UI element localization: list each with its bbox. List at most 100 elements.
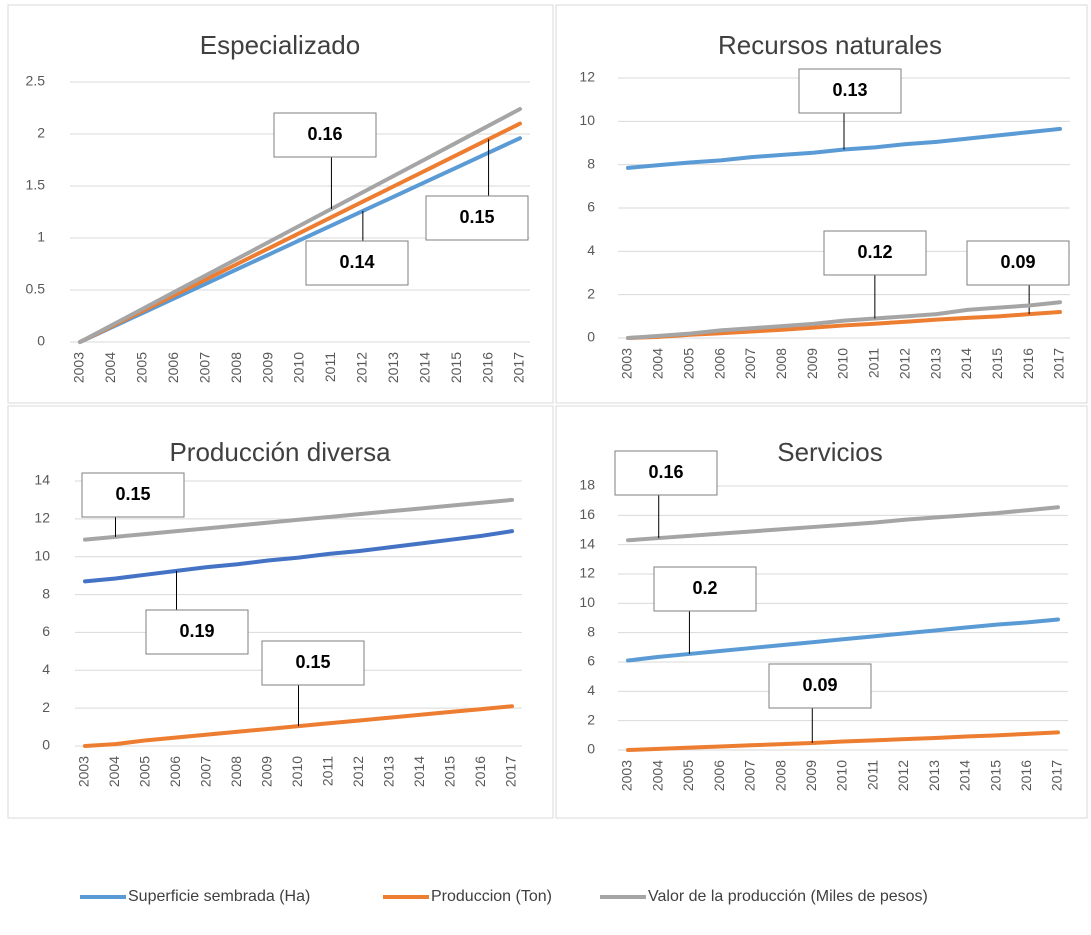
x-tick-label: 2007: [198, 756, 214, 787]
callout-label: 0.2: [692, 578, 717, 598]
x-tick-label: 2007: [742, 348, 758, 379]
x-tick-label: 2015: [448, 352, 464, 383]
series-line: [626, 505, 1060, 543]
x-tick-label: 2006: [165, 352, 181, 383]
legend-label: Superficie sembrada (Ha): [128, 888, 310, 905]
y-tick-label: 14: [34, 472, 50, 488]
x-tick-label: 2005: [680, 348, 696, 379]
series-line: [78, 121, 522, 344]
callout-box: [261, 640, 365, 686]
y-tick-label: 0.5: [26, 281, 46, 297]
series-line: [83, 497, 514, 542]
y-tick-label: 8: [42, 585, 50, 601]
callout-box: [653, 566, 757, 612]
x-tick-label: 2012: [896, 348, 912, 379]
x-tick-label: 2004: [649, 760, 665, 791]
y-tick-label: 2: [37, 125, 45, 141]
x-tick-label: 2004: [650, 348, 666, 379]
y-tick-label: 6: [587, 653, 595, 669]
x-tick-label: 2005: [134, 352, 150, 383]
callout-label: 0.16: [648, 462, 683, 482]
x-tick-label: 2003: [71, 352, 87, 383]
callout-label: 0.12: [857, 242, 892, 262]
x-tick-label: 2014: [416, 352, 432, 383]
callout-label: 0.15: [295, 652, 330, 672]
x-tick-label: 2006: [711, 348, 727, 379]
y-tick-label: 4: [587, 682, 595, 698]
x-tick-label: 2003: [619, 760, 635, 791]
chart-title: Servicios: [777, 437, 882, 467]
x-tick-label: 2009: [804, 348, 820, 379]
x-tick-label: 2014: [958, 348, 974, 379]
y-tick-label: 12: [34, 510, 50, 526]
x-tick-label: 2017: [503, 756, 519, 787]
callout-label: 0.09: [1000, 252, 1035, 272]
callout-label: 0.15: [115, 484, 150, 504]
x-tick-label: 2004: [102, 352, 118, 383]
callout-box: [273, 112, 377, 158]
x-tick-label: 2010: [834, 760, 850, 791]
x-tick-label: 2014: [411, 756, 427, 787]
y-tick-label: 10: [34, 547, 50, 563]
x-tick-label: 2015: [989, 348, 1005, 379]
y-tick-label: 1.5: [26, 177, 46, 193]
x-tick-label: 2013: [381, 756, 397, 787]
x-tick-label: 2010: [291, 352, 307, 383]
x-tick-label: 2010: [289, 756, 305, 787]
chart-title: Especializado: [200, 30, 360, 60]
x-tick-label: 2011: [866, 348, 882, 378]
x-tick-label: 2003: [619, 348, 635, 379]
callout-box: [145, 609, 249, 655]
y-tick-label: 6: [587, 199, 595, 215]
x-tick-label: 2009: [259, 756, 275, 787]
panel-frame: [7, 405, 554, 819]
callout-label: 0.13: [832, 80, 867, 100]
callout-box: [768, 663, 872, 709]
x-tick-label: 2016: [479, 352, 495, 383]
x-tick-label: 2009: [803, 760, 819, 791]
x-tick-label: 2014: [957, 760, 973, 791]
y-tick-label: 2.5: [26, 73, 46, 89]
x-tick-label: 2007: [742, 760, 758, 791]
x-tick-label: 2008: [773, 348, 789, 379]
callout-label: 0.09: [802, 675, 837, 695]
x-tick-label: 2007: [196, 352, 212, 383]
y-tick-label: 0: [37, 333, 45, 349]
x-tick-label: 2012: [354, 352, 370, 383]
x-tick-label: 2016: [472, 756, 488, 787]
x-tick-label: 2008: [228, 352, 244, 383]
x-tick-label: 2015: [442, 756, 458, 787]
x-tick-label: 2011: [864, 760, 880, 790]
y-tick-label: 4: [42, 661, 50, 677]
x-tick-label: 2017: [1049, 760, 1065, 791]
panel-frame: [555, 4, 1088, 404]
y-tick-label: 10: [579, 112, 595, 128]
series-line: [626, 300, 1062, 340]
y-tick-label: 16: [579, 506, 595, 522]
x-tick-label: 2003: [76, 756, 92, 787]
x-tick-label: 2016: [1020, 348, 1036, 379]
callout-label: 0.14: [339, 252, 374, 272]
y-tick-label: 4: [587, 242, 595, 258]
x-tick-label: 2004: [106, 756, 122, 787]
y-tick-label: 6: [42, 623, 50, 639]
y-tick-label: 12: [579, 69, 595, 85]
x-tick-label: 2012: [895, 760, 911, 791]
x-tick-label: 2006: [167, 756, 183, 787]
x-tick-label: 2015: [987, 760, 1003, 791]
y-tick-label: 12: [579, 565, 595, 581]
x-tick-label: 2010: [835, 348, 851, 379]
x-tick-label: 2016: [1018, 760, 1034, 791]
series-line: [78, 136, 522, 344]
callout-box: [614, 450, 718, 496]
panel-frame: [555, 405, 1088, 819]
chart-title: Recursos naturales: [718, 30, 942, 60]
x-tick-label: 2011: [322, 352, 338, 382]
y-tick-label: 2: [42, 699, 50, 715]
y-tick-label: 2: [587, 285, 595, 301]
y-tick-label: 8: [587, 155, 595, 171]
callout-box: [305, 240, 409, 286]
x-tick-label: 2011: [320, 756, 336, 786]
callout-box: [81, 472, 185, 518]
panel-frame: [7, 4, 554, 404]
